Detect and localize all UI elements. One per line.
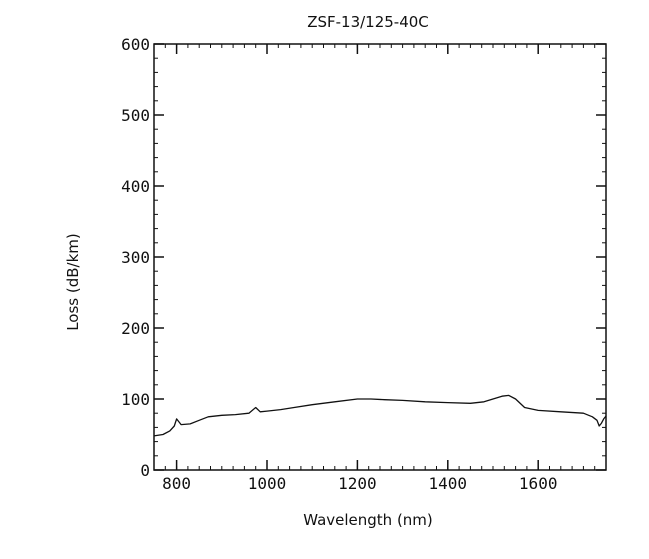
y-tick-label: 0 — [140, 461, 150, 480]
x-tick-label: 1000 — [248, 474, 287, 493]
x-tick-label: 1600 — [519, 474, 558, 493]
x-axis-ticks: 800 1000 1200 1400 1600 — [162, 44, 557, 493]
y-axis-label: Loss (dB/km) — [64, 233, 82, 331]
loss-series-line — [153, 394, 607, 437]
y-tick-label: 300 — [121, 248, 150, 267]
y-axis-ticks: 0 100 200 300 400 500 600 — [121, 35, 606, 480]
series-layer — [153, 394, 607, 437]
y-tick-label: 200 — [121, 319, 150, 338]
plot-frame — [153, 43, 607, 471]
x-tick-label: 800 — [162, 474, 191, 493]
x-axis-label: Wavelength (nm) — [303, 511, 433, 529]
x-tick-label: 1400 — [429, 474, 468, 493]
y-tick-label: 400 — [121, 177, 150, 196]
minor-ticks — [153, 43, 607, 471]
chart-title: ZSF-13/125-40C — [307, 13, 429, 31]
y-tick-label: 600 — [121, 35, 150, 54]
x-tick-label: 1200 — [338, 474, 377, 493]
y-tick-label: 500 — [121, 106, 150, 125]
y-tick-label: 100 — [121, 390, 150, 409]
